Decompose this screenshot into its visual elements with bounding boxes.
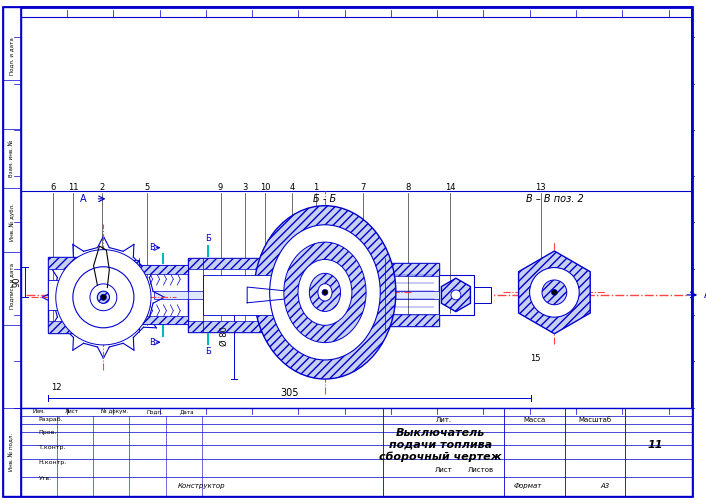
Ellipse shape (298, 260, 352, 325)
Text: А3: А3 (600, 483, 609, 489)
Text: Б: Б (205, 347, 210, 356)
Text: 5: 5 (144, 184, 150, 193)
Text: Дата: Дата (180, 409, 195, 414)
Bar (385, 264, 439, 276)
Text: 10: 10 (260, 184, 270, 193)
Bar (203, 275, 282, 314)
Text: Т.контр.: Т.контр. (39, 445, 66, 450)
Text: Изм.: Изм. (32, 409, 45, 414)
Circle shape (542, 280, 567, 305)
Bar (139, 266, 188, 324)
Text: 8: 8 (405, 184, 410, 193)
Circle shape (56, 249, 151, 345)
Text: 90: 90 (12, 277, 21, 287)
Text: A: A (704, 290, 706, 300)
Ellipse shape (270, 225, 381, 360)
Text: Утв.: Утв. (39, 476, 52, 481)
Text: Лист: Лист (64, 409, 78, 414)
Circle shape (90, 284, 116, 311)
Bar (188, 258, 297, 269)
Bar (188, 258, 297, 332)
Text: 14: 14 (445, 184, 455, 193)
Ellipse shape (318, 284, 332, 301)
Text: Выключатель
подачи топлива
сборочный чертеж: Выключатель подачи топлива сборочный чер… (379, 428, 502, 462)
Circle shape (551, 289, 557, 295)
Bar (474, 287, 491, 303)
Text: Инв. № дубл.: Инв. № дубл. (9, 203, 15, 241)
Polygon shape (441, 278, 470, 312)
Circle shape (100, 294, 107, 300)
Text: Ø 80: Ø 80 (220, 326, 229, 346)
Text: Формат: Формат (513, 483, 542, 489)
Bar (297, 270, 385, 319)
Text: № докум.: № докум. (102, 409, 128, 414)
Bar (439, 275, 474, 314)
Text: В: В (149, 243, 155, 252)
Bar (109, 261, 139, 329)
Text: 1: 1 (313, 184, 318, 193)
Text: 6: 6 (51, 184, 56, 193)
Text: 12: 12 (51, 383, 61, 392)
Polygon shape (519, 251, 590, 333)
Circle shape (322, 289, 328, 295)
Ellipse shape (284, 242, 366, 343)
Text: Н.контр.: Н.контр. (39, 460, 67, 465)
Text: Подп.: Подп. (146, 409, 163, 414)
Text: Б - Б: Б - Б (313, 194, 337, 204)
Text: Б: Б (205, 234, 210, 243)
Bar (48, 280, 109, 310)
Text: Лист: Лист (435, 467, 453, 473)
Bar (109, 261, 139, 270)
Text: 3: 3 (242, 184, 248, 193)
Text: 2: 2 (100, 184, 105, 193)
Text: 4: 4 (290, 184, 295, 193)
Bar (109, 319, 139, 329)
Text: Пров.: Пров. (39, 430, 57, 435)
Text: Подпись и дата: Подпись и дата (9, 263, 14, 309)
Bar (188, 320, 297, 332)
Bar (3, 7, 20, 496)
Text: В – В поз. 2: В – В поз. 2 (525, 194, 583, 204)
Text: 7: 7 (361, 184, 366, 193)
Text: A: A (80, 194, 87, 204)
Bar (297, 310, 385, 319)
Text: Масса: Масса (523, 417, 546, 423)
Text: Подл. и дата: Подл. и дата (9, 37, 14, 74)
Text: 11: 11 (647, 440, 663, 450)
Text: Конструктор: Конструктор (178, 483, 226, 489)
Ellipse shape (309, 273, 340, 311)
Bar (154, 291, 439, 299)
Bar (48, 320, 109, 333)
Bar (297, 270, 385, 280)
Text: 9: 9 (218, 184, 223, 193)
Text: В: В (149, 338, 155, 347)
Text: Масштаб: Масштаб (578, 417, 611, 423)
Bar (48, 257, 109, 333)
Text: Лит.: Лит. (436, 417, 452, 423)
Text: Разраб.: Разраб. (39, 417, 64, 423)
Text: Взам. инв. №: Взам. инв. № (9, 140, 14, 177)
Bar (139, 315, 188, 324)
Bar (48, 257, 109, 269)
Text: 11: 11 (68, 184, 78, 193)
Bar (20, 407, 693, 496)
Circle shape (97, 291, 109, 303)
Text: Инв. № подл.: Инв. № подл. (9, 433, 15, 471)
Text: 15: 15 (530, 354, 541, 363)
Bar (385, 264, 439, 326)
Circle shape (73, 267, 134, 328)
Bar (385, 314, 439, 326)
Circle shape (530, 268, 579, 317)
Text: 13: 13 (535, 184, 546, 193)
Bar (139, 266, 188, 274)
Ellipse shape (254, 206, 396, 379)
Text: Листов: Листов (467, 467, 493, 473)
Circle shape (451, 290, 461, 300)
Text: 305: 305 (280, 388, 299, 398)
